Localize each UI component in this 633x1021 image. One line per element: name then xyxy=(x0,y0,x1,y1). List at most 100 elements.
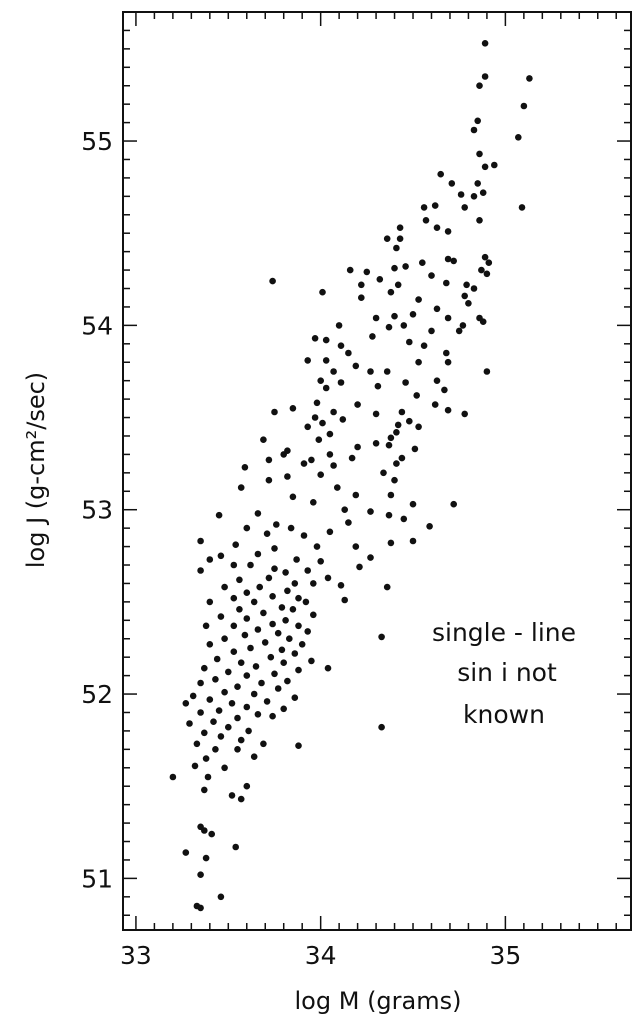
data-point xyxy=(515,134,522,141)
data-point xyxy=(260,740,267,748)
data-point xyxy=(208,830,215,838)
data-point xyxy=(393,460,400,467)
data-point xyxy=(245,727,252,735)
data-point xyxy=(243,589,251,596)
data-point xyxy=(341,506,349,513)
data-point xyxy=(286,635,293,642)
data-point xyxy=(298,641,306,648)
data-point xyxy=(282,617,289,624)
data-point xyxy=(378,633,385,641)
x-tick-label: 33 xyxy=(120,941,152,970)
data-point xyxy=(201,827,208,834)
data-point xyxy=(337,342,345,350)
data-point xyxy=(269,620,276,628)
data-point xyxy=(236,606,243,613)
data-point xyxy=(221,583,228,591)
data-point xyxy=(337,379,345,386)
data-point xyxy=(387,434,395,442)
data-point xyxy=(330,408,337,416)
data-point xyxy=(256,583,264,591)
data-point xyxy=(237,795,245,803)
data-point xyxy=(433,305,441,313)
data-point xyxy=(526,75,533,82)
data-point xyxy=(354,401,361,408)
data-point xyxy=(225,723,232,731)
data-point xyxy=(385,511,393,519)
x-tick-label: 35 xyxy=(489,941,521,970)
data-point xyxy=(400,515,408,523)
data-point xyxy=(221,764,228,772)
data-point xyxy=(280,659,288,666)
data-point xyxy=(461,204,469,211)
data-point xyxy=(411,445,419,453)
data-point xyxy=(322,384,330,392)
data-point xyxy=(291,694,299,701)
data-point xyxy=(415,296,422,303)
data-point xyxy=(481,40,489,47)
data-point xyxy=(310,611,317,619)
data-point xyxy=(284,677,291,685)
data-point xyxy=(215,707,223,714)
data-point xyxy=(265,574,273,582)
data-point xyxy=(419,259,426,267)
data-point xyxy=(324,574,332,582)
data-point xyxy=(243,524,251,532)
data-point xyxy=(385,441,393,449)
axis-ticks xyxy=(123,11,631,930)
data-point xyxy=(409,311,417,318)
data-point xyxy=(311,335,319,342)
data-point xyxy=(300,460,308,467)
data-point xyxy=(204,773,212,781)
data-point xyxy=(352,491,360,499)
data-point xyxy=(367,368,374,375)
data-point xyxy=(387,539,395,547)
data-point xyxy=(243,782,251,790)
data-point xyxy=(254,711,262,718)
data-point xyxy=(269,712,276,720)
data-point xyxy=(278,604,286,611)
data-point xyxy=(324,664,332,672)
data-point xyxy=(206,598,214,606)
data-point xyxy=(189,692,197,700)
data-point xyxy=(221,688,228,696)
data-point xyxy=(479,189,487,196)
data-point xyxy=(212,746,219,753)
data-point xyxy=(191,762,199,770)
data-point xyxy=(304,567,312,574)
data-point xyxy=(433,224,441,231)
data-point xyxy=(396,224,404,231)
data-point xyxy=(448,180,456,187)
data-point xyxy=(210,718,217,725)
data-point xyxy=(302,598,310,606)
data-point xyxy=(461,410,469,418)
data-point xyxy=(280,705,288,713)
data-point xyxy=(455,327,463,335)
data-point xyxy=(317,471,325,479)
data-point xyxy=(481,163,489,171)
data-point xyxy=(250,598,258,606)
data-point xyxy=(258,679,265,687)
data-point xyxy=(444,406,452,414)
data-point xyxy=(206,696,214,703)
data-point xyxy=(444,255,452,263)
data-point xyxy=(443,279,450,287)
data-point xyxy=(304,357,312,364)
data-point xyxy=(431,202,439,209)
data-point xyxy=(358,294,365,302)
data-point xyxy=(345,349,352,357)
data-point xyxy=(374,382,382,390)
data-point xyxy=(221,635,228,642)
data-point xyxy=(234,746,241,753)
data-point xyxy=(470,285,478,292)
data-point xyxy=(237,659,245,666)
data-point xyxy=(346,266,354,274)
data-point xyxy=(367,554,374,561)
data-point xyxy=(228,792,236,799)
data-point xyxy=(254,510,262,517)
data-point xyxy=(237,736,245,744)
data-point xyxy=(197,679,204,687)
data-point xyxy=(197,709,204,716)
y-axis-title: log J (g-cm²/sec) xyxy=(22,372,50,568)
data-point xyxy=(282,569,289,576)
data-point xyxy=(398,408,406,416)
